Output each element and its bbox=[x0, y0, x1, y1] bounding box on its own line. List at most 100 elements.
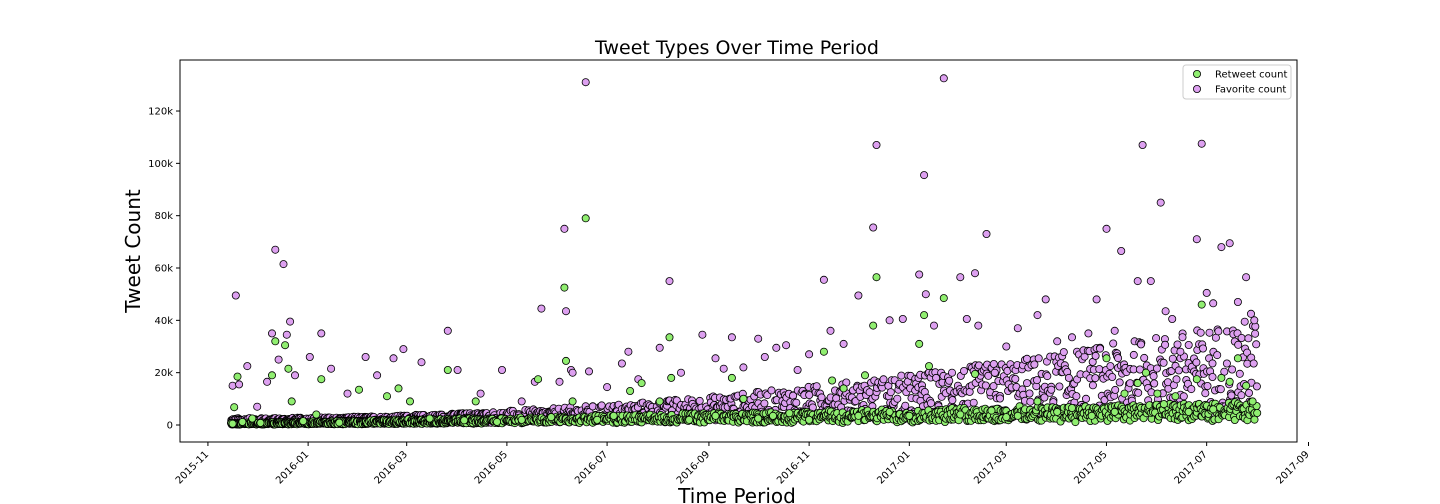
point bbox=[1053, 337, 1062, 346]
point bbox=[987, 406, 996, 415]
point bbox=[1168, 314, 1177, 323]
point bbox=[1102, 354, 1111, 363]
point bbox=[1253, 408, 1262, 417]
point bbox=[826, 326, 835, 335]
series-favorite bbox=[227, 74, 1261, 428]
point bbox=[443, 326, 452, 335]
point bbox=[1199, 344, 1208, 353]
point bbox=[667, 373, 676, 382]
point bbox=[1047, 385, 1056, 394]
legend: Retweet count Favorite count bbox=[1182, 64, 1292, 100]
point bbox=[839, 339, 848, 348]
point bbox=[792, 398, 801, 407]
x-tick-label: 2016-03 bbox=[373, 449, 410, 486]
point bbox=[1126, 379, 1135, 388]
point bbox=[945, 376, 954, 385]
legend-marker bbox=[1193, 85, 1202, 94]
point bbox=[1071, 418, 1080, 427]
point bbox=[754, 334, 763, 343]
point bbox=[279, 260, 288, 269]
point bbox=[267, 329, 276, 338]
point bbox=[1233, 297, 1242, 306]
point bbox=[1252, 382, 1261, 391]
point bbox=[1240, 317, 1249, 326]
point bbox=[1120, 389, 1129, 398]
y-tick-label: 80k bbox=[154, 211, 173, 222]
point bbox=[1026, 397, 1035, 406]
point bbox=[361, 352, 370, 361]
point bbox=[817, 393, 826, 402]
point bbox=[1133, 379, 1142, 388]
point bbox=[872, 273, 881, 282]
point bbox=[399, 345, 408, 354]
point bbox=[920, 171, 929, 180]
point bbox=[256, 418, 265, 427]
point bbox=[248, 414, 257, 423]
point bbox=[901, 401, 910, 410]
point bbox=[1234, 340, 1243, 349]
point bbox=[405, 397, 414, 406]
y-tick-label: 120k bbox=[148, 107, 173, 118]
point bbox=[812, 382, 821, 391]
point bbox=[471, 397, 480, 406]
point bbox=[885, 316, 894, 325]
point bbox=[727, 373, 736, 382]
point bbox=[1149, 372, 1158, 381]
point bbox=[677, 368, 686, 377]
point bbox=[984, 371, 993, 380]
point bbox=[760, 352, 769, 361]
y-tick-label: 60k bbox=[154, 264, 173, 275]
point bbox=[1172, 375, 1181, 384]
point bbox=[1002, 413, 1011, 422]
point bbox=[655, 343, 664, 352]
point bbox=[597, 401, 606, 410]
point bbox=[915, 270, 924, 279]
point bbox=[617, 359, 626, 368]
point bbox=[1205, 328, 1214, 337]
point bbox=[1209, 405, 1218, 414]
point bbox=[1137, 340, 1146, 349]
point bbox=[1201, 389, 1210, 398]
point bbox=[1102, 224, 1111, 233]
point bbox=[1159, 358, 1168, 367]
point bbox=[1114, 354, 1123, 363]
series-retweet bbox=[226, 214, 1262, 429]
point bbox=[1064, 373, 1073, 382]
point bbox=[1092, 295, 1101, 304]
x-axis-label: Time Period bbox=[677, 484, 796, 504]
point bbox=[588, 402, 597, 411]
point bbox=[568, 397, 577, 406]
point bbox=[1225, 239, 1234, 248]
x-tick-label: 2017-07 bbox=[1173, 449, 1210, 486]
point bbox=[785, 409, 794, 418]
y-axis-label: Tweet Count bbox=[121, 189, 145, 314]
point bbox=[343, 389, 352, 398]
point bbox=[886, 388, 895, 397]
point bbox=[282, 330, 291, 339]
point bbox=[492, 417, 501, 426]
y-tick-label: 40k bbox=[154, 316, 173, 327]
point bbox=[1117, 246, 1126, 255]
point bbox=[982, 229, 991, 238]
point bbox=[739, 394, 748, 403]
point bbox=[394, 384, 403, 393]
x-tick-label: 2016-11 bbox=[775, 449, 812, 486]
point bbox=[854, 411, 863, 420]
point bbox=[389, 354, 398, 363]
point bbox=[805, 350, 814, 359]
point bbox=[754, 414, 763, 423]
point bbox=[1237, 333, 1246, 342]
point bbox=[1208, 359, 1217, 368]
point bbox=[235, 380, 244, 389]
point bbox=[238, 417, 247, 426]
point bbox=[267, 371, 276, 380]
point bbox=[1072, 392, 1081, 401]
point bbox=[581, 214, 590, 223]
point bbox=[1244, 334, 1253, 343]
point bbox=[1013, 411, 1022, 420]
point bbox=[711, 354, 720, 363]
point bbox=[828, 376, 837, 385]
point bbox=[1184, 340, 1193, 349]
point bbox=[1178, 333, 1187, 342]
point bbox=[1251, 329, 1260, 338]
